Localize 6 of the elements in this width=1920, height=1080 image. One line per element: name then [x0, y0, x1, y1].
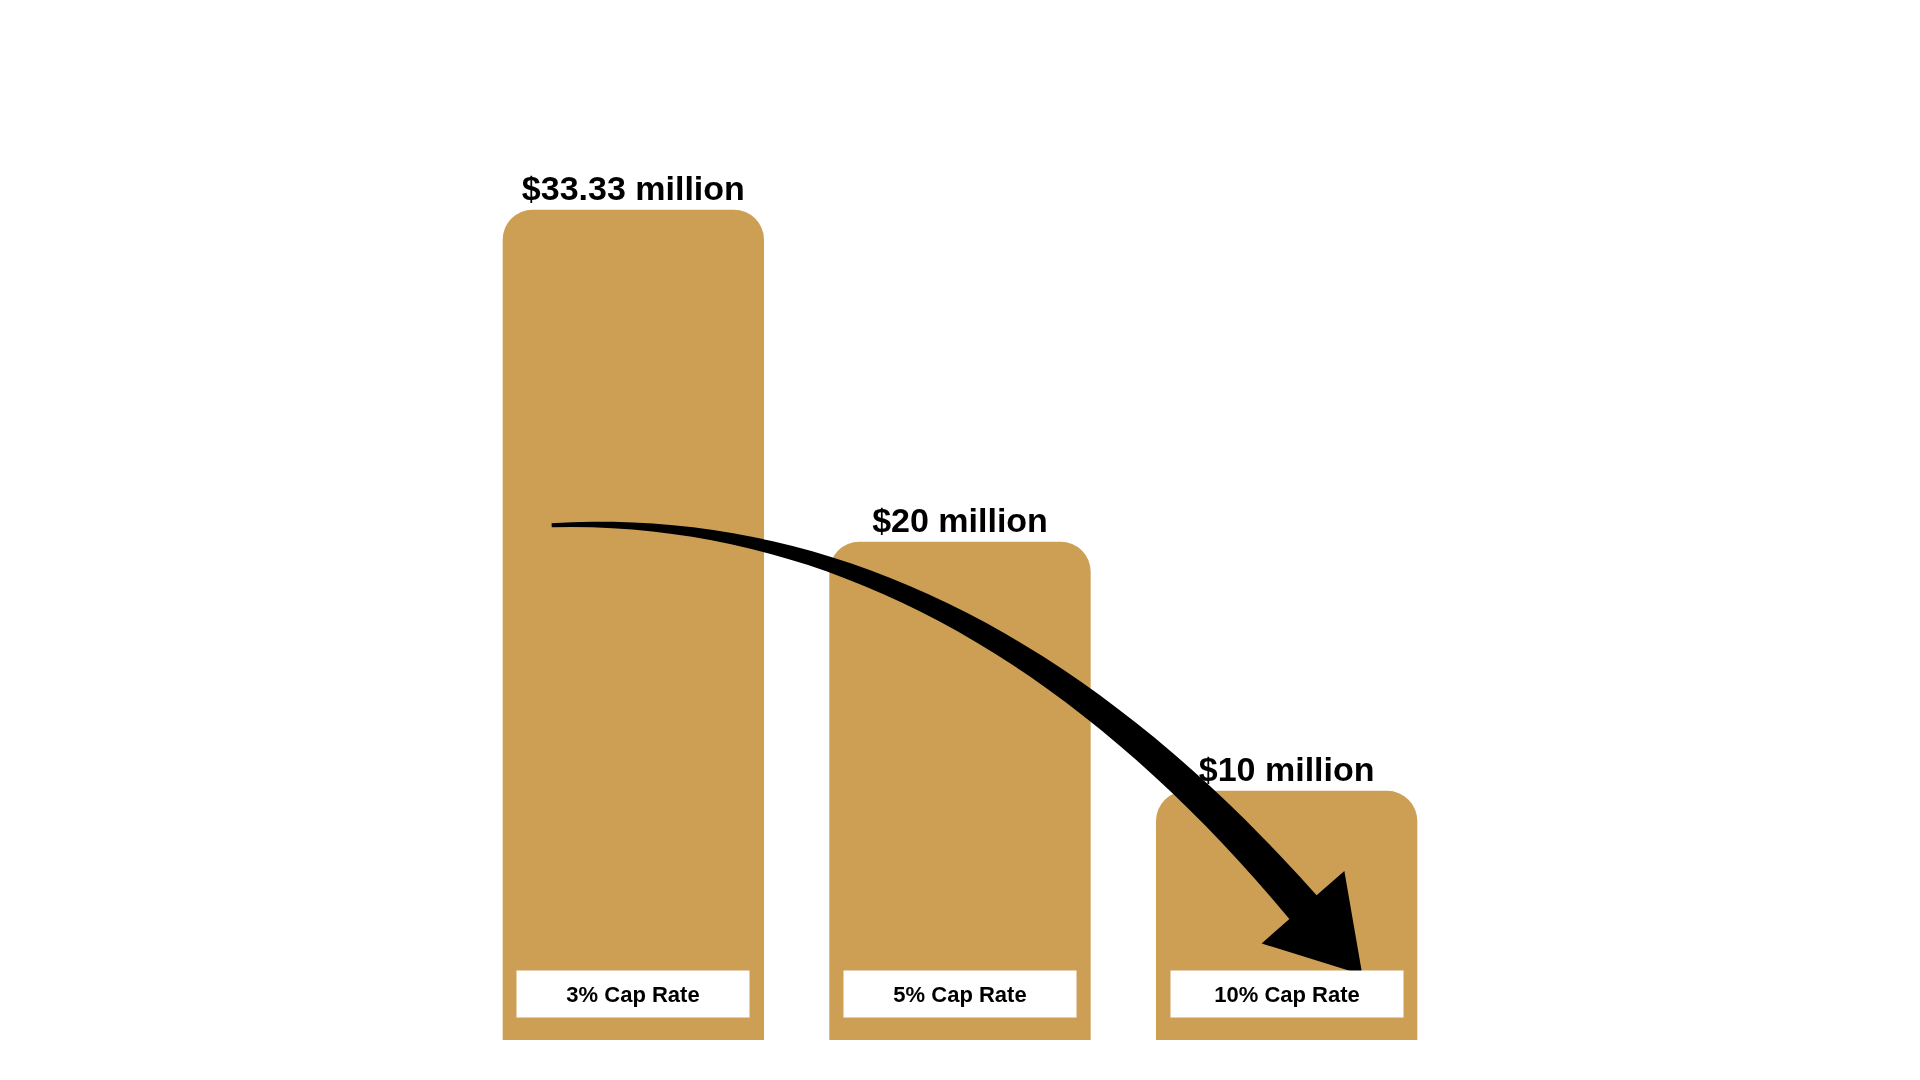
- x-tick-label: 5% Cap Rate: [893, 981, 1027, 1007]
- x-tick-label: 10% Cap Rate: [1214, 981, 1360, 1007]
- data-label: $33.33 million: [521, 168, 745, 207]
- x-tick-label: 3% Cap Rate: [566, 981, 700, 1007]
- data-label: $20 million: [872, 500, 1048, 539]
- data-label: $10 million: [1198, 749, 1375, 788]
